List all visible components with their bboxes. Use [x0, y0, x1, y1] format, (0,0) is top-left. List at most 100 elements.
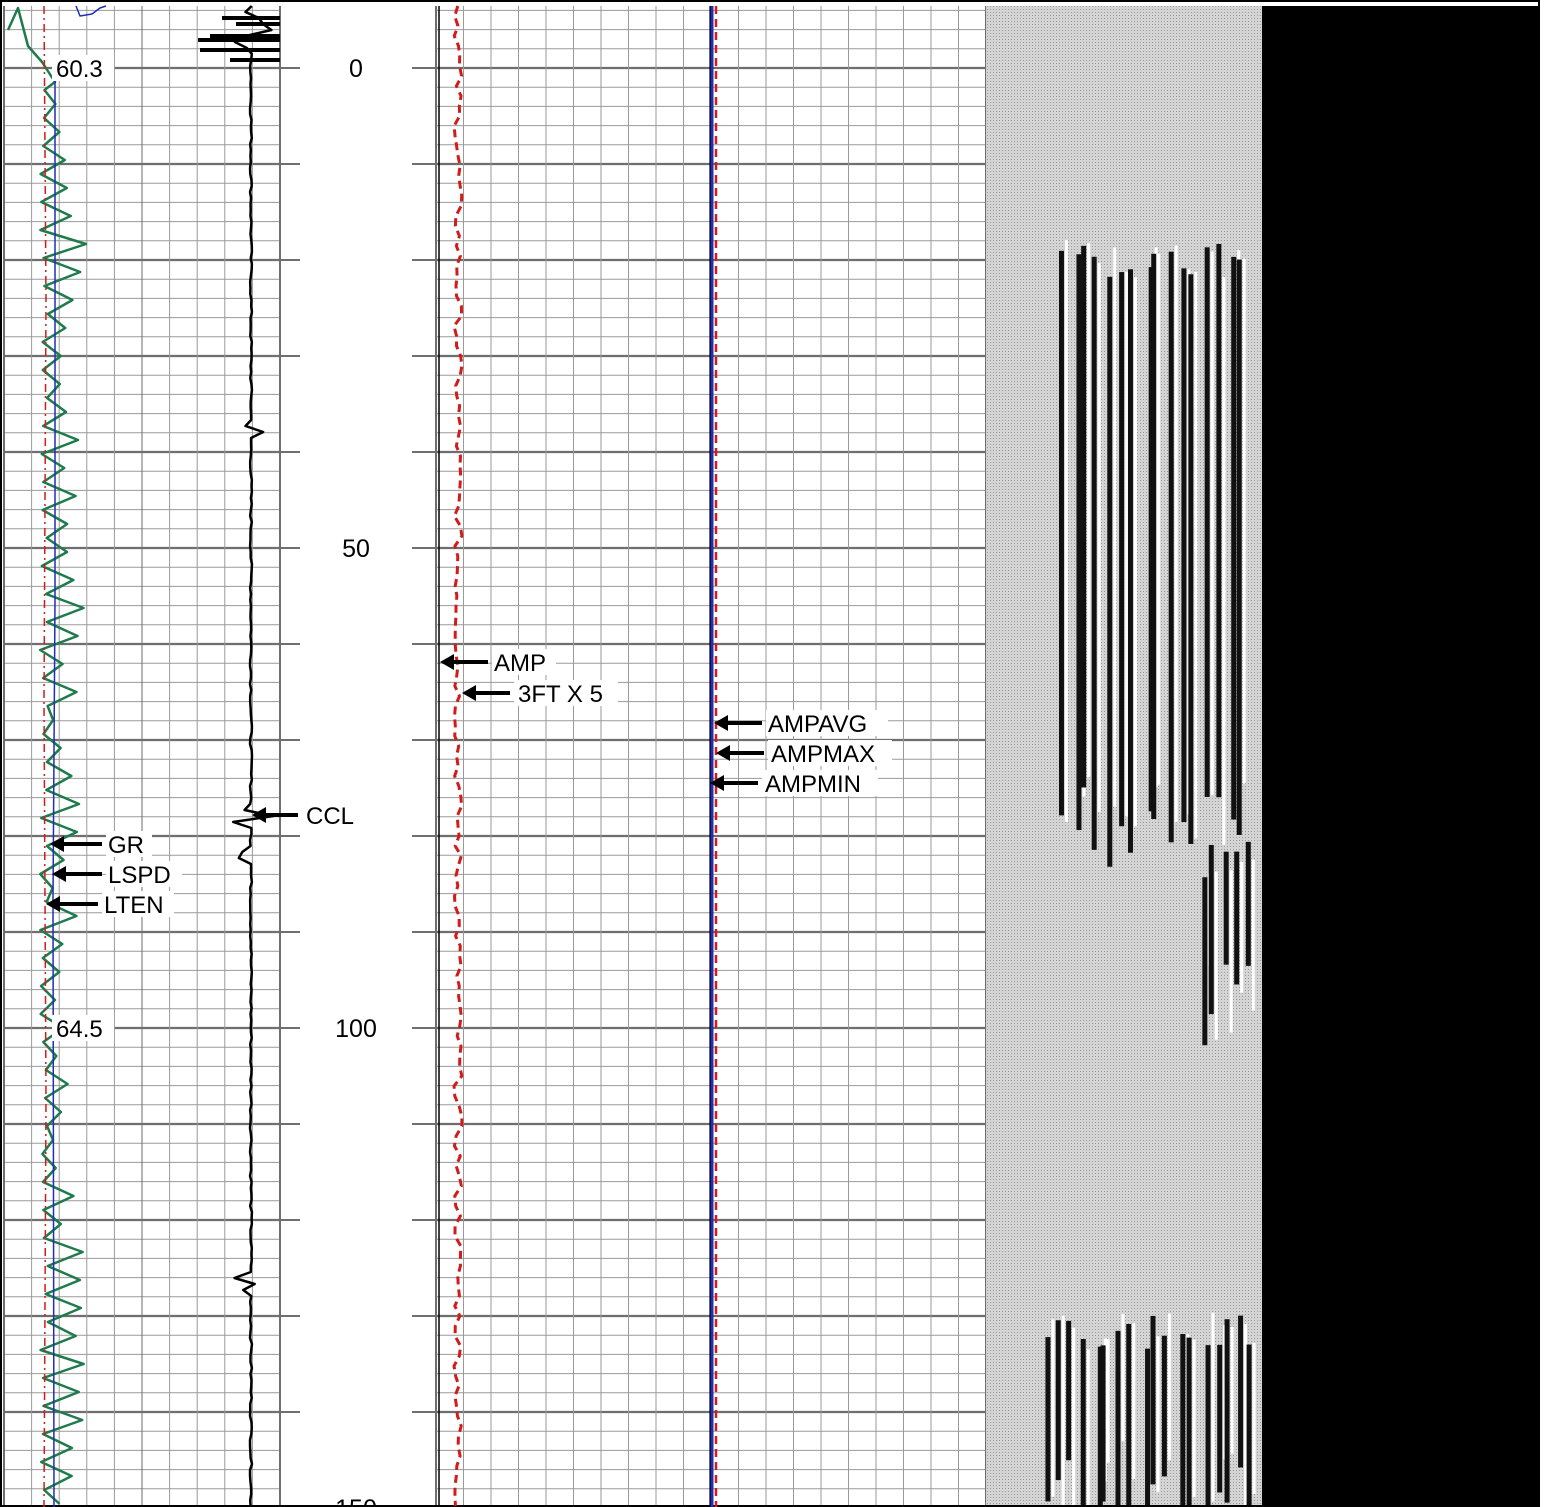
vdl-stripe-light [1229, 870, 1233, 1033]
vdl-stripe [1238, 1315, 1244, 1468]
curve-lspd-top [75, 5, 107, 17]
vdl-stripe [1224, 1319, 1230, 1503]
vdl-stripe [1097, 1346, 1103, 1507]
pointer-ccl: CCL [252, 802, 362, 830]
vdl-stripe-light [1051, 1319, 1055, 1497]
vdl-stripe [1119, 272, 1125, 827]
label-ampavg: AMPAVG [768, 711, 867, 738]
vdl-stripe-light [1214, 871, 1218, 1040]
curve-gr [6, 6, 88, 1505]
vdl-stripe-light [1192, 1339, 1196, 1498]
label-lspd: LSPD [108, 862, 171, 889]
vdl-stripe [1246, 1344, 1252, 1507]
vdl-stripe-light [1242, 258, 1246, 784]
vdl-stripe-light [1125, 271, 1129, 817]
log-curves [6, 5, 718, 1507]
vdl-stripe [1066, 1320, 1072, 1461]
vdl-stripe [1126, 1324, 1132, 1507]
depth-label-150: 150 [335, 1495, 377, 1507]
vdl-stripe-light [1121, 1314, 1125, 1442]
vdl-stripe-light [1174, 245, 1178, 822]
annotation-60-3: 60.3 [56, 56, 103, 83]
vdl-stripe [1202, 877, 1208, 1046]
dark-image-track [1262, 6, 1538, 1507]
vdl-stripe-light [1167, 1313, 1171, 1461]
vdl-stripe-light [1097, 263, 1101, 812]
vdl-stripe [1168, 251, 1174, 843]
vdl-stripe [1223, 851, 1229, 965]
curve-lten [43, 5, 47, 1507]
vdl-stripe-light [1240, 861, 1244, 993]
vdl-stripe-light [1251, 859, 1255, 1011]
depth-label-100: 100 [335, 1015, 377, 1043]
curve-3ft-x-5 [452, 5, 464, 1507]
pointer-amp: AMP [440, 649, 556, 677]
vdl-stripe [1151, 253, 1157, 819]
label-lten: LTEN [104, 892, 164, 919]
vdl-stripe-light [1157, 253, 1161, 785]
pointer-3ft-x-5: 3FT X 5 [462, 680, 618, 708]
depth-track: 0 50 100 150 [335, 55, 377, 1507]
vdl-stripe [1100, 1345, 1106, 1502]
vdl-stripe [1204, 247, 1210, 797]
vdl-stripe-light [1087, 243, 1091, 778]
curve-lspd [52, 80, 56, 1507]
vdl-stripe [1081, 245, 1087, 788]
vdl-stripe [1080, 1339, 1086, 1507]
annotation-64-5: 64.5 [56, 1016, 103, 1043]
vdl-stripe-light [1113, 247, 1117, 807]
vdl-stripe [1161, 1335, 1167, 1477]
vdl-stripe-light [1230, 1327, 1234, 1454]
label-ccl: CCL [306, 803, 354, 830]
label-ampmax: AMPMAX [771, 741, 875, 768]
vdl-stripe [1058, 250, 1064, 816]
curve-ccl [231, 5, 275, 1507]
vdl-stripe [1127, 269, 1133, 853]
vdl-stripe [1216, 243, 1222, 798]
pointer-gr: GR [50, 831, 152, 859]
vdl-stripe [1186, 1337, 1192, 1507]
pointer-lspd: LSPD [52, 861, 182, 889]
vdl-stripe [1234, 851, 1240, 985]
pointer-ampmax: AMPMAX [716, 740, 892, 768]
pointer-ampmin: AMPMIN [710, 770, 878, 798]
vdl-stripe [1076, 254, 1082, 831]
vdl-stripe [1181, 268, 1187, 823]
vdl-stripe [1188, 274, 1194, 844]
vdl-stripe [1205, 1345, 1211, 1507]
label-amp: AMP [494, 650, 546, 677]
vdl-stripe [1245, 841, 1251, 966]
pointer-ampavg: AMPAVG [714, 710, 888, 738]
vdl-stripe [1045, 1337, 1051, 1502]
vdl-stripe [1107, 276, 1113, 867]
vdl-stripe-light [1106, 1338, 1110, 1463]
pointer-lten: LTEN [46, 891, 174, 919]
vdl-stripe [1217, 1344, 1223, 1493]
label-ampmin: AMPMIN [765, 771, 861, 798]
vdl-stripe-light [1156, 1336, 1160, 1492]
vdl-stripe [1148, 267, 1154, 812]
depth-label-50: 50 [342, 535, 370, 563]
vdl-stripe-light [1132, 1323, 1136, 1480]
vdl-stripe-light [1086, 1349, 1090, 1507]
vdl-stripe-light [1061, 1315, 1065, 1507]
vdl-stripe-light [1252, 1342, 1256, 1495]
vdl-stripe-light [1072, 1327, 1076, 1507]
vdl-stripe [1180, 1334, 1186, 1507]
vdl-waveform-stripes [1045, 240, 1256, 1507]
vdl-stripe [1150, 1315, 1156, 1485]
vdl-stripe [1231, 256, 1237, 820]
vdl-stripe [1236, 259, 1242, 835]
vdl-stripe-light [1064, 240, 1068, 822]
vdl-stripe-light [1211, 1312, 1215, 1502]
vdl-stripe-light [1222, 276, 1226, 845]
vdl-stripe [1091, 256, 1097, 850]
vdl-stripe-light [1194, 271, 1198, 839]
vdl-stripe-light [1210, 251, 1214, 796]
value-annotations: 60.3 64.5 [52, 55, 114, 1043]
vdl-stripe-light [1244, 1323, 1248, 1507]
curve-legend: GR LSPD LTEN CCL AMP [46, 649, 892, 919]
depth-label-0: 0 [349, 55, 363, 83]
